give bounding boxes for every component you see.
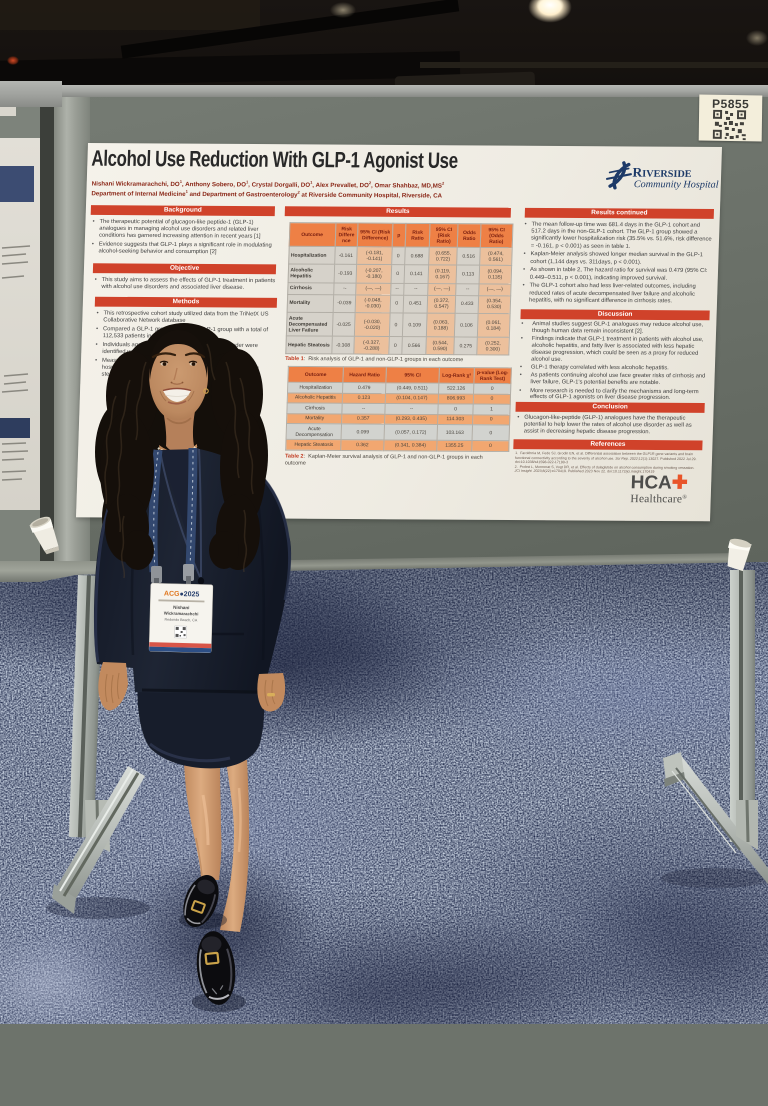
svg-text:RIVERSIDE: RIVERSIDE (632, 165, 692, 180)
svg-text:Wickramarachchi: Wickramarachchi (164, 611, 199, 617)
svg-text:Community Hospital: Community Hospital (634, 179, 719, 190)
svg-text:Redondo Beach, CA: Redondo Beach, CA (165, 618, 198, 623)
svg-text:Nishani: Nishani (173, 605, 189, 610)
svg-text:ACG●2025: ACG●2025 (164, 591, 200, 599)
